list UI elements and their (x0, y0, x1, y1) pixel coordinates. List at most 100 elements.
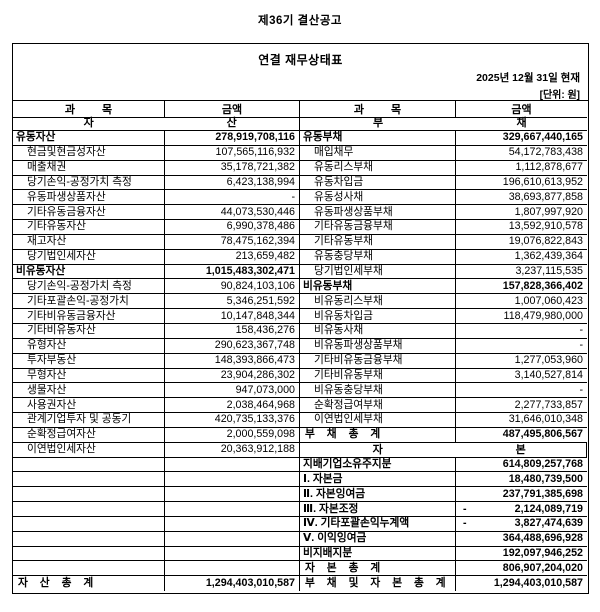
asset-amount: 10,147,848,344 (165, 309, 300, 324)
asset-amount: 420,735,133,376 (165, 413, 300, 428)
asset-amount: 148,393,866,473 (165, 353, 300, 369)
column-header-account-left: 과 목 (13, 101, 165, 118)
liability-amount: -3,827,474,639 (456, 517, 587, 532)
asset-account-label: 무형자산 (13, 368, 165, 384)
asset-amount (165, 561, 300, 577)
liability-amount: 1,294,403,010,587 (493, 577, 583, 590)
liability-account-label: 비유동부채 (300, 279, 456, 295)
asset-account-label: 기타유동금융자산 (13, 205, 165, 221)
asset-amount: 2,038,464,968 (165, 398, 300, 414)
asset-amount: 947,073,000 (165, 383, 300, 399)
asset-account-label: 사용권자산 (13, 398, 165, 414)
asset-amount (165, 516, 300, 532)
asset-amount: 20,363,912,188 (165, 442, 300, 458)
asset-amount (165, 502, 300, 517)
asset-amount (165, 531, 300, 547)
liability-amount: 1,362,439,364 (456, 250, 587, 265)
asset-amount: 213,659,482 (165, 249, 300, 265)
asset-amount: 90,824,103,106 (165, 279, 300, 295)
liability-amount: 3,237,115,535 (456, 265, 587, 280)
unit-label: [단위: 원] (539, 90, 580, 101)
asset-account-label (13, 561, 165, 577)
as-of-date: 2025년 12월 31일 현재 (476, 72, 580, 84)
liability-amount: - (456, 383, 587, 399)
asset-account-label: 비유동자산 (13, 264, 165, 280)
asset-account-label: 생물자산 (13, 383, 165, 399)
asset-account-label (13, 531, 165, 547)
column-header-account-right: 과 목 (300, 101, 456, 118)
liability-account-label: 기타유동부채 (300, 234, 456, 250)
asset-amount: 2,000,559,098 (165, 427, 300, 443)
liability-account-label: 비유동리스부채 (300, 294, 456, 310)
asset-account-label (13, 487, 165, 503)
liability-amount: 329,667,440,165 (456, 131, 587, 146)
liability-account-label: 기타비유동부채 (300, 368, 456, 384)
liability-account-label: Ⅲ. 자본조정 (300, 502, 456, 517)
liability-amount: 38,693,877,858 (456, 190, 587, 206)
column-header-amount-right: 금액 (456, 101, 587, 118)
liability-amount: 2,277,733,857 (456, 398, 587, 414)
liability-amount: - (456, 339, 587, 354)
liability-account-label: 기타비유동금융부채 (300, 353, 456, 369)
liability-account-label: 유동파생상품부채 (300, 205, 456, 221)
asset-account-label: 자 산 총 계 (13, 576, 165, 592)
liability-account-label: 자 본 총 계 (300, 561, 456, 577)
liability-amount: 1,007,060,423 (456, 294, 587, 310)
asset-account-label: 기타유동자산 (13, 220, 165, 235)
asset-account-label: 현금및현금성자산 (13, 145, 165, 161)
asset-account-label: 순확정급여자산 (13, 427, 165, 443)
asset-account-label (13, 472, 165, 488)
asset-amount: 1,015,483,302,471 (165, 264, 300, 280)
asset-amount: 1,294,403,010,587 (165, 576, 300, 592)
asset-account-label: 투자부동산 (13, 353, 165, 369)
asset-account-label: 이연법인세자산 (13, 442, 165, 458)
liability-account-label: 비유동차입금 (300, 309, 456, 324)
asset-amount: 107,565,116,932 (165, 145, 300, 161)
asset-amount: 44,073,530,446 (165, 205, 300, 221)
asset-account-label: 유동파생상품자산 (13, 190, 165, 206)
asset-amount: 290,623,367,748 (165, 338, 300, 354)
asset-account-label (13, 502, 165, 517)
asset-amount: 6,990,378,486 (165, 220, 300, 235)
liability-account-label: 부 채 총 계 (300, 427, 456, 443)
liability-amount: 487,495,806,567 (456, 428, 587, 443)
liability-account-label: 유동성사채 (300, 190, 456, 206)
liability-amount: 18,480,739,500 (456, 472, 587, 488)
liability-amount: 192,097,946,252 (456, 547, 587, 562)
liabilities-section-header: 부 채 (300, 117, 587, 131)
asset-amount (165, 472, 300, 488)
liability-amount: 157,828,366,402 (456, 279, 587, 295)
liability-amount: 19,076,822,843 (456, 235, 587, 250)
liability-account-label: Ⅳ. 기타포괄손익누계액 (300, 516, 456, 532)
liability-amount: 1,112,878,677 (456, 161, 587, 176)
asset-account-label: 매출채권 (13, 160, 165, 176)
asset-amount (165, 457, 300, 473)
asset-account-label: 당기손익-공정가치 측정 (13, 279, 165, 295)
liability-amount: 13,592,910,578 (456, 220, 587, 235)
asset-account-label: 당기법인세자산 (13, 249, 165, 265)
liability-amount: 54,172,783,438 (456, 146, 587, 161)
page-title: 제36기 결산공고 (258, 15, 342, 27)
column-header-row: 과 목 금액 과 목 금액 (13, 100, 588, 118)
liability-amount: 1,277,053,960 (456, 354, 587, 369)
sheet-title-block: 연결 재무상태표 2025년 12월 31일 현재 [단위: 원] (13, 44, 588, 101)
liability-account-label: 부 채 및 자 본 총 계 (300, 576, 456, 592)
liability-account-label: Ⅴ. 이익잉여금 (300, 531, 456, 547)
liability-amount: 237,791,385,698 (456, 487, 587, 503)
asset-amount: 278,919,708,116 (165, 131, 300, 146)
asset-account-label: 기타비유동금융자산 (13, 309, 165, 324)
liability-account-label: 비유동사채 (300, 323, 456, 339)
liability-amount: 118,479,980,000 (456, 309, 587, 324)
liability-account-label: Ⅱ. 자본잉여금 (300, 487, 456, 503)
liability-account-label: Ⅰ. 자본금 (300, 472, 456, 488)
liability-account-label: 비유동충당부채 (300, 383, 456, 399)
liability-account-label: 순확정급여부채 (300, 398, 456, 414)
liability-amount: -2,124,089,719 (456, 502, 587, 517)
liability-account-label: 기타유동금융부채 (300, 220, 456, 235)
asset-amount: 158,436,276 (165, 323, 300, 339)
liability-amount: - (456, 324, 587, 339)
asset-amount: 35,178,721,382 (165, 160, 300, 176)
asset-amount: 6,423,138,994 (165, 175, 300, 191)
asset-account-label: 기타비유동자산 (13, 323, 165, 339)
